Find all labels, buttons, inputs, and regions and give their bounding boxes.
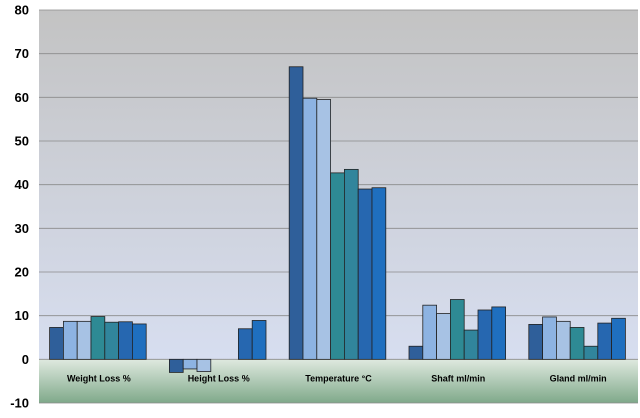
y-tick-label: 20: [15, 265, 29, 280]
bar: [302, 97, 318, 360]
bar: [76, 320, 92, 360]
x-category-label: Height Loss %: [188, 373, 250, 383]
bar: [542, 316, 557, 360]
y-axis-tick-labels: -10 0 10 20 30 40 50 60 70 80: [10, 3, 29, 411]
bar: [90, 316, 106, 360]
bar: [583, 345, 599, 360]
bar: [196, 358, 212, 372]
bar: [463, 329, 479, 360]
bar: [491, 306, 506, 360]
bar: [63, 320, 78, 360]
y-tick-label: 70: [15, 46, 29, 61]
y-tick-label: 30: [15, 221, 29, 236]
bar: [251, 320, 267, 360]
bar: [556, 320, 571, 360]
x-category-label: Shaft ml/min: [431, 373, 485, 383]
bar: [422, 304, 437, 360]
bars: [49, 66, 626, 373]
plot-area-negative: [39, 359, 638, 403]
bar: [118, 321, 133, 360]
bar: [104, 321, 120, 360]
y-tick-label: -10: [10, 396, 29, 411]
y-tick-label: 40: [15, 177, 29, 192]
y-tick-label: 60: [15, 90, 29, 105]
y-tick-label: 80: [15, 3, 29, 18]
bar: [343, 168, 359, 360]
bar: [316, 99, 331, 360]
bar: [168, 358, 184, 373]
bar: [477, 309, 493, 360]
bar: [330, 172, 345, 360]
x-category-label: Weight Loss %: [67, 373, 131, 383]
bar: [449, 299, 465, 360]
bar: [611, 317, 626, 360]
x-axis-category-labels: Weight Loss % Height Loss % Temperature °C…: [67, 373, 607, 383]
bar: [237, 328, 253, 360]
bar: [182, 358, 198, 370]
y-tick-label: 50: [15, 134, 29, 149]
bar: [357, 188, 373, 360]
bar: [49, 327, 64, 360]
bar: [131, 323, 147, 360]
x-category-label: Gland ml/min: [550, 373, 607, 383]
bar: [528, 323, 543, 360]
bar: [436, 313, 451, 360]
bar: [597, 322, 612, 360]
x-category-label: Temperature °C: [305, 373, 372, 383]
bar: [569, 327, 585, 360]
y-tick-label: 10: [15, 308, 29, 323]
bar: [288, 66, 304, 360]
bar: [371, 187, 387, 360]
bar: [408, 345, 424, 360]
y-tick-label: 0: [22, 352, 29, 367]
